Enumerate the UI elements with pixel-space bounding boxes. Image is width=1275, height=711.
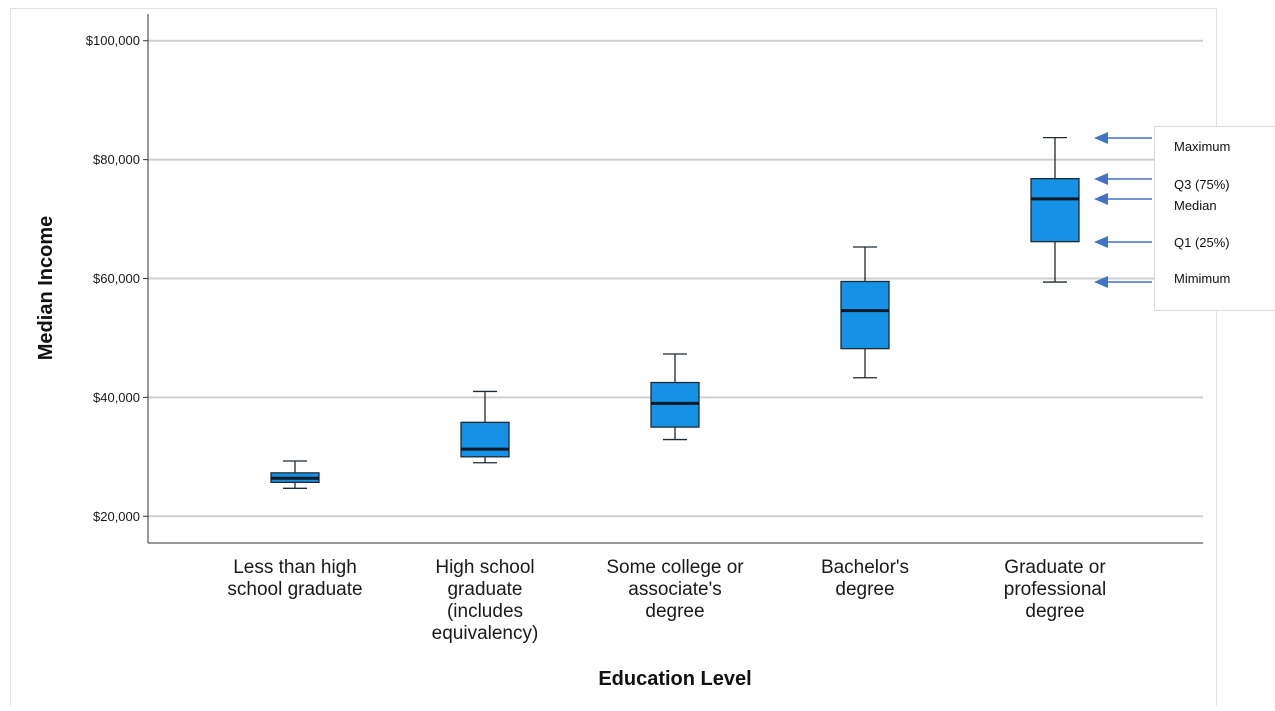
category-label-line: professional	[1004, 579, 1106, 600]
x-axis-title: Education Level	[598, 668, 751, 690]
category-label-line: Less than high	[233, 557, 357, 578]
category-label-line: Graduate or	[1004, 557, 1106, 578]
category-label-line: degree	[835, 579, 894, 600]
y-tick-label: $20,000	[93, 509, 140, 524]
y-axis-title: Median Income	[35, 216, 57, 360]
category-label-line: High school	[435, 557, 534, 578]
category-label-line: equivalency)	[432, 623, 539, 644]
annotation-label: Q3 (75%)	[1174, 177, 1230, 192]
category-label-line: degree	[1025, 601, 1084, 622]
category-label-line: degree	[645, 601, 704, 622]
iqr-box	[1031, 179, 1079, 242]
y-tick-label: $40,000	[93, 390, 140, 405]
annotation-label: Mimimum	[1174, 271, 1230, 286]
category-label-line: school graduate	[227, 579, 362, 600]
y-tick-label: $60,000	[93, 271, 140, 286]
category-label-line: Bachelor's	[821, 557, 909, 578]
y-tick-label: $80,000	[93, 152, 140, 167]
category-label-line: graduate	[447, 579, 522, 600]
iqr-box	[461, 422, 509, 456]
category-label-line: (includes	[447, 601, 523, 622]
y-tick-label: $100,000	[86, 33, 140, 48]
annotation-label: Maximum	[1174, 139, 1230, 154]
annotation-label: Q1 (25%)	[1174, 235, 1230, 250]
category-label-line: Some college or	[606, 557, 744, 578]
category-label-line: associate's	[628, 579, 721, 600]
annotation-label: Median	[1174, 198, 1217, 213]
iqr-box	[841, 281, 889, 348]
